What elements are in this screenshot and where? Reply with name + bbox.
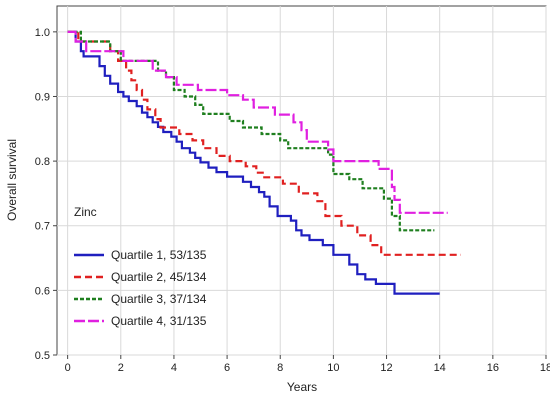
series-group [67,30,461,295]
y-tick-label: 0.6 [35,285,50,297]
x-tick-label: 10 [327,362,339,374]
legend-label: Quartile 3, 37/134 [111,292,207,306]
grid [57,6,547,356]
legend-label: Quartile 1, 53/135 [111,248,207,262]
x-tick-label: 8 [277,362,283,374]
y-tick-label: 1.0 [35,27,50,39]
x-tick-label: 6 [224,362,230,374]
legend-label: Quartile 4, 31/135 [111,314,207,328]
x-tick-label: 12 [380,362,392,374]
x-tick-label: 14 [434,362,446,374]
x-tick-label: 18 [540,362,550,374]
legend-label: Quartile 2, 45/134 [111,270,207,284]
series-line-quartile-3 [67,30,435,232]
series-line-quartile-4 [67,30,448,214]
x-tick-label: 16 [487,362,499,374]
x-axis-ticks: 0 2 4 6 8 10 12 14 16 18 [65,355,550,374]
x-axis-title: Years [287,380,317,394]
y-tick-label: 0.8 [35,156,50,168]
legend-entries: Quartile 1, 53/135 Quartile 2, 45/134 Quar… [74,248,207,328]
y-tick-label: 0.7 [35,221,50,233]
y-axis-title: Overall survival [5,139,19,221]
x-tick-label: 4 [171,362,177,374]
series-line-quartile-1 [67,30,440,295]
y-tick-label: 0.5 [35,350,50,362]
legend-title: Zinc [74,205,97,219]
legend: Zinc Quartile 1, 53/135 Quartile 2, 45/13… [74,205,207,328]
y-tick-label: 0.9 [35,91,50,103]
x-tick-label: 2 [118,362,124,374]
series-line-quartile-2 [67,30,461,256]
y-axis-ticks: 0.5 0.6 0.7 0.8 0.9 1.0 [35,27,57,362]
plot-area [56,5,547,356]
x-tick-label: 0 [65,362,71,374]
